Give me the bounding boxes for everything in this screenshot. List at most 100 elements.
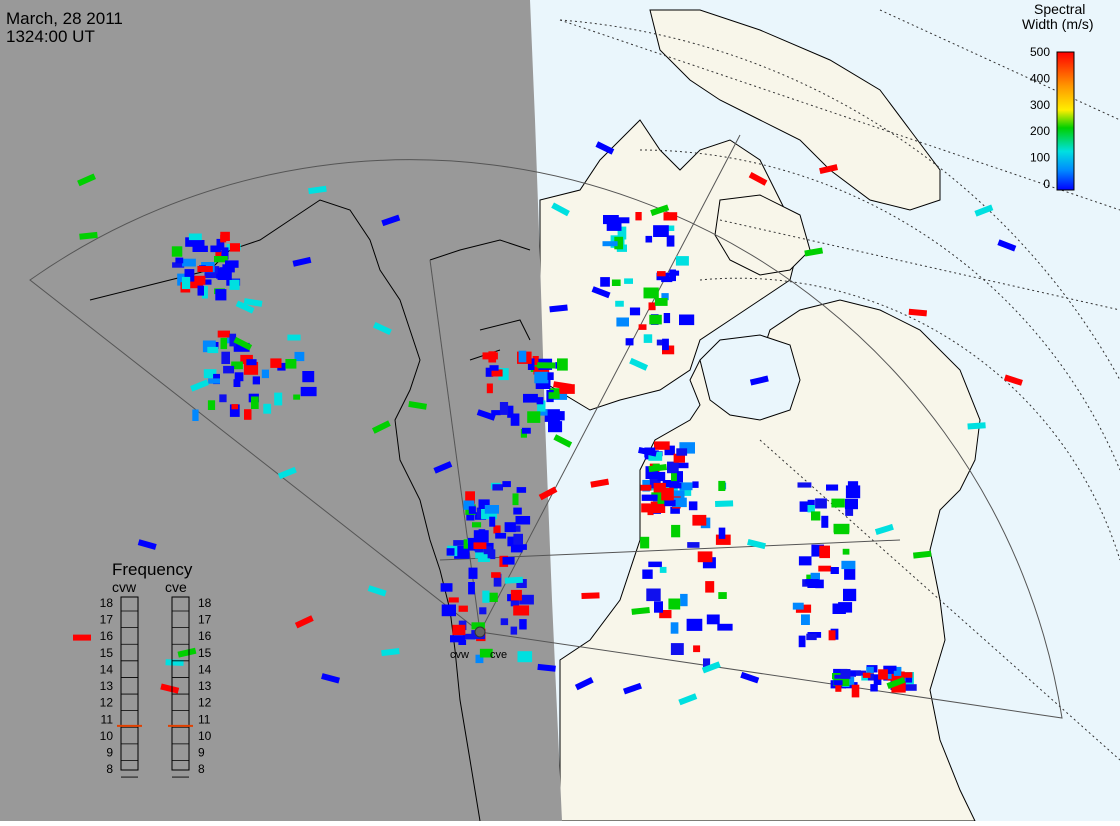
radar-echo-cell [465,491,475,504]
land-day-baffin [714,194,811,276]
radar-echo-cell [806,633,817,641]
radar-echo-cell [642,569,653,579]
radar-echo-cell [862,672,871,678]
radar-echo-cell [891,681,906,693]
radar-echo-cell [285,359,297,369]
radar-echo-cell [643,334,653,343]
radar-echo-cell [718,592,727,599]
radar-echo-cell [665,225,675,231]
radar-echo-cell [513,605,530,616]
frequency-tick-left: 10 [100,729,114,743]
radar-echo-cell [194,240,205,247]
radar-echo-cell [491,572,501,578]
radar-echo-cell [527,411,541,423]
radar-echo-cell [482,590,490,603]
radar-echo-segment [537,663,556,672]
radar-echo-cell [252,376,260,385]
colorbar-tick-label: 200 [1030,124,1050,138]
radar-echo-cell [668,598,681,610]
radar-echo-cell [840,669,851,679]
radar-echo-cell [552,392,568,400]
radar-echo-segment [294,615,314,629]
radar-echo-cell [815,579,824,589]
radar-echo-cell [448,597,459,603]
colorbar: Spectral Width (m/s) 500 400 300 200 100 0 [1022,1,1094,191]
radar-echo-cell [516,579,527,588]
frequency-tick-left: 14 [100,662,114,676]
radar-echo-segment [381,648,400,657]
radar-echo-cell [263,403,272,414]
radar-echo-cell [454,546,470,559]
radar-echo-segment [308,185,327,195]
radar-echo-cell [491,369,503,377]
radar-echo-cell [475,654,484,664]
radar-echo-cell [521,427,531,434]
radar-echo-cell [197,266,213,272]
frequency-tick-right: 13 [198,679,212,693]
radar-echo-cell [510,596,520,607]
radar-echo-cell [185,237,199,247]
radar-echo-cell [539,409,548,416]
radar-echo-cell [842,548,850,555]
radar-echo-cell [645,235,653,243]
radar-echo-cell [833,668,848,675]
radar-echo-segment [650,204,670,216]
date-label: March, 28 2011 [6,9,123,28]
radar-echo-segment [137,539,157,550]
radar-echo-cell [554,411,565,421]
radar-echo-cell [661,487,674,501]
radar-echo-segment [165,659,184,666]
radar-echo-segment [819,164,838,175]
radar-echo-cell [662,338,669,351]
colorbar-ticks: 500 400 300 200 100 0 [1030,45,1050,191]
radar-echo-cell [219,394,227,403]
frequency-tick-right: 11 [198,712,211,726]
radar-echo-cell [233,342,250,352]
radar-echo-cell [513,533,523,545]
frequency-tick-right: 15 [198,646,212,660]
radar-echo-cell [527,358,535,370]
radar-echo-cell [680,593,688,607]
radar-echo-cell [664,499,676,507]
radar-echo-cell [606,218,622,231]
radar-echo-cell [646,588,661,602]
radar-echo-cell [547,372,554,380]
radar-echo-cell [670,506,680,514]
radar-echo-segment [678,693,698,706]
radar-echo-segment [638,446,657,457]
colorbar-title-2: Width (m/s) [1022,16,1094,32]
radar-echo-segment [233,336,253,351]
radar-echo-segment [537,362,556,369]
radar-echo-cell [870,684,878,692]
radar-echo-cell [246,359,257,366]
radar-echo-cell [548,392,560,399]
radar-echo-cell [654,441,670,450]
radar-echo-segment [715,500,734,507]
radar-echo-cell [855,670,866,676]
radar-echo-cell [828,630,836,641]
radar-echo-cell [502,481,511,488]
radar-echo-cell [231,361,243,370]
radar-echo-cell [614,217,630,224]
colorbar-tick-label: 100 [1030,151,1050,165]
radar-echo-cell [866,666,874,674]
radar-echo-segment [372,420,391,434]
radar-echo-cell [649,477,661,489]
radar-echo-segment [591,286,611,299]
frequency-tick-right: 18 [198,596,212,610]
radar-echo-cell [686,618,703,631]
radar-echo-segment [504,576,523,584]
radar-echo-cell [478,529,486,540]
radar-echo-cell [688,501,698,511]
radar-echo-cell [893,670,902,676]
radar-echo-cell [477,555,490,562]
radar-echo-cell [484,505,499,514]
radar-echo-segment [749,375,769,386]
frequency-tick-right: 16 [198,629,212,643]
radar-echo-cell [797,482,812,488]
radar-echo-cell [648,302,656,311]
radar-echo-cell [659,610,672,619]
frequency-tick-right: 12 [198,696,212,710]
radar-echo-cell [843,588,857,602]
radar-echo-cell [600,277,610,287]
